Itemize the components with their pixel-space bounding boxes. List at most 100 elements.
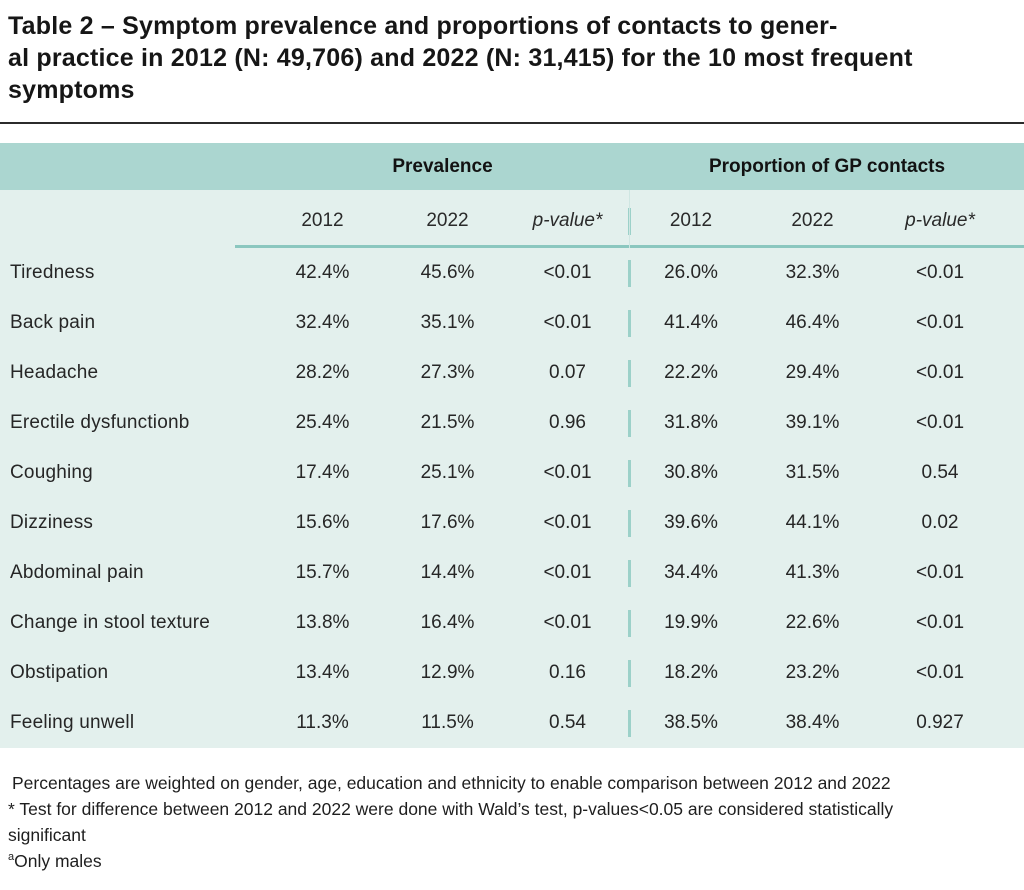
group-divider-dash <box>628 710 631 737</box>
value-cell: <0.01 <box>915 312 965 333</box>
value-cell: <0.01 <box>915 562 965 583</box>
symptom-label: Abdominal pain <box>10 562 144 583</box>
table-body: Tiredness 42.4% 45.6% <0.01 26.0% 32.3% <0.01 B… <box>0 190 1024 748</box>
table-caption: Table 2 – Symptom prevalence and proport… <box>0 0 1024 106</box>
value-cell: 13.8% <box>295 612 350 633</box>
value-cell: 13.4% <box>295 662 350 683</box>
column-header-empty <box>0 217 255 221</box>
value-cell: 22.6% <box>785 612 840 633</box>
caption-divider-rule <box>0 122 1024 124</box>
value-cell: 25.1% <box>420 462 475 483</box>
value-cell: 0.927 <box>916 712 964 733</box>
column-header-gp-pvalue: p-value* <box>905 210 975 231</box>
value-cell: 0.54 <box>549 712 586 733</box>
table-row: Coughing 17.4% 25.1% <0.01 30.8% 31.5% 0.54 <box>0 448 1024 498</box>
value-cell: 46.4% <box>785 312 840 333</box>
table-row: Change in stool texture 13.8% 16.4% <0.01 19… <box>0 598 1024 648</box>
value-cell: <0.01 <box>915 412 965 433</box>
table-row: Erectile dysfunctionb 25.4% 21.5% 0.96 31.8%… <box>0 398 1024 448</box>
value-cell: 31.5% <box>785 462 840 483</box>
table-caption-line-1: Table 2 – Symptom prevalence and proport… <box>8 12 838 40</box>
value-cell: 38.4% <box>785 712 840 733</box>
value-cell: 41.3% <box>785 562 840 583</box>
value-cell: 14.4% <box>420 562 475 583</box>
value-cell: 32.3% <box>785 262 840 283</box>
value-cell: 15.7% <box>295 562 350 583</box>
footnote-wald-line-2: significant <box>8 825 86 845</box>
table-row: Dizziness 15.6% 17.6% <0.01 39.6% 44.1% 0.02 <box>0 498 1024 548</box>
footnote-wald-test: * Test for difference between 2012 and 2… <box>0 796 1024 848</box>
footnote-superscript-a: a <box>8 851 15 864</box>
footnotes: Percentages are weighted on gender, age,… <box>0 770 1024 874</box>
column-header-gp-2022: 2022 <box>791 210 834 231</box>
footnote-only-males-text: Only males <box>14 851 102 871</box>
table-row: Abdominal pain 15.7% 14.4% <0.01 34.4% 41.3% <… <box>0 548 1024 598</box>
group-divider-dash <box>628 310 631 337</box>
group-divider-dash <box>628 260 631 287</box>
symptom-table: Prevalence Proportion of GP contacts 201… <box>0 143 1024 748</box>
value-cell: 0.02 <box>921 512 959 533</box>
group-divider-dash <box>628 460 631 487</box>
group-divider-dash <box>628 660 631 687</box>
footnote-wald-line-1: * Test for difference between 2012 and 2… <box>8 799 894 819</box>
symptom-label: Dizziness <box>10 512 94 533</box>
table-caption-line-2: al practice in 2012 (N: 49,706) and 2022… <box>8 44 913 72</box>
value-cell: 34.4% <box>664 562 718 583</box>
value-cell: 32.4% <box>295 312 350 333</box>
value-cell: 19.9% <box>664 612 718 633</box>
value-cell: <0.01 <box>915 262 965 283</box>
value-cell: 17.6% <box>420 512 475 533</box>
table-row: Tiredness 42.4% 45.6% <0.01 26.0% 32.3% <0.01 <box>0 248 1024 298</box>
value-cell: 38.5% <box>664 712 718 733</box>
symptom-label: Tiredness <box>10 262 95 283</box>
value-cell: 11.5% <box>421 712 474 733</box>
value-cell: 28.2% <box>295 362 350 383</box>
value-cell: <0.01 <box>543 462 592 483</box>
symptom-label: Headache <box>10 362 99 383</box>
symptom-label: Feeling unwell <box>10 712 135 733</box>
column-header-prev-2022: 2022 <box>426 210 469 231</box>
value-cell: 23.2% <box>785 662 840 683</box>
column-header-prev-pvalue: p-value* <box>532 210 603 231</box>
group-header-gp-contacts: Proportion of GP contacts <box>708 155 946 177</box>
table-group-header-row: Prevalence Proportion of GP contacts <box>0 143 1024 190</box>
symptom-label: Obstipation <box>10 662 109 683</box>
value-cell: <0.01 <box>543 312 592 333</box>
group-divider-dash <box>628 410 631 437</box>
value-cell: 17.4% <box>295 462 350 483</box>
value-cell: <0.01 <box>543 562 592 583</box>
value-cell: 16.4% <box>420 612 475 633</box>
value-cell: 18.2% <box>664 662 718 683</box>
table-row: Feeling unwell 11.3% 11.5% 0.54 38.5% 38.4% 0.… <box>0 698 1024 748</box>
column-header-gp-2012: 2012 <box>669 210 713 231</box>
table-row: Obstipation 13.4% 12.9% 0.16 18.2% 23.2% <0.01 <box>0 648 1024 698</box>
value-cell: 45.6% <box>420 262 475 283</box>
value-cell: 29.4% <box>785 362 840 383</box>
symptom-label: Coughing <box>10 462 93 483</box>
footnote-weighting: Percentages are weighted on gender, age,… <box>12 773 891 793</box>
value-cell: 0.16 <box>549 662 586 683</box>
value-cell: 0.54 <box>921 462 959 483</box>
value-cell: <0.01 <box>543 612 592 633</box>
value-cell: 30.8% <box>664 462 718 483</box>
symptom-label: Erectile dysfunctionb <box>10 412 190 433</box>
value-cell: 42.4% <box>295 262 350 283</box>
group-header-prevalence: Prevalence <box>392 155 493 177</box>
value-cell: 22.2% <box>664 362 718 383</box>
symptom-label: Back pain <box>10 312 96 333</box>
footnote-only-males: aOnly males <box>0 848 1024 874</box>
symptom-label: Change in stool texture <box>10 612 210 633</box>
group-divider-dash <box>628 610 631 637</box>
value-cell: 25.4% <box>295 412 350 433</box>
value-cell: 21.5% <box>420 412 475 433</box>
column-header-prev-2012: 2012 <box>301 210 344 231</box>
value-cell: 27.3% <box>420 362 475 383</box>
value-cell: <0.01 <box>915 662 965 683</box>
table-row: Headache 28.2% 27.3% 0.07 22.2% 29.4% <0.01 <box>0 348 1024 398</box>
value-cell: <0.01 <box>543 512 592 533</box>
table-column-header-row: 2012 2022 p-value* 2012 2022 p-value* <box>0 190 1024 248</box>
group-divider-dash <box>628 360 631 387</box>
group-divider-dash <box>628 510 631 537</box>
value-cell: <0.01 <box>915 362 965 383</box>
